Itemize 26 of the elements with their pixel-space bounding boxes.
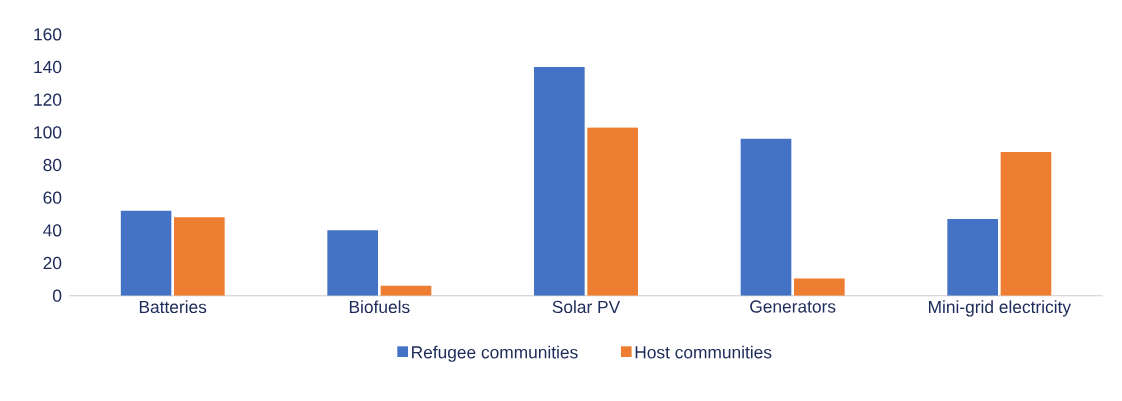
y-tick-label: 60 xyxy=(43,191,62,204)
bar xyxy=(174,217,225,296)
y-tick-label: 120 xyxy=(34,93,62,106)
bar xyxy=(534,67,585,296)
bar xyxy=(327,230,378,296)
y-tick-label: 40 xyxy=(43,224,62,237)
x-tick-label: Batteries xyxy=(139,300,207,314)
bar xyxy=(120,210,172,296)
x-tick-label: Generators xyxy=(750,300,836,313)
x-tick-label: Solar PV xyxy=(552,300,621,314)
bar xyxy=(740,138,792,296)
x-tick-label: Biofuels xyxy=(349,300,410,314)
legend-label: Host communities xyxy=(635,345,772,359)
y-tick-label: 80 xyxy=(43,158,62,172)
bar xyxy=(794,278,845,296)
y-tick-label: 0 xyxy=(52,289,62,302)
bar xyxy=(947,218,998,296)
bar xyxy=(1000,151,1052,296)
legend-label: Refugee communities xyxy=(412,345,578,362)
y-tick-label: 140 xyxy=(34,60,62,74)
y-tick-label: 160 xyxy=(34,28,62,41)
bar xyxy=(587,127,638,296)
x-tick-label: Mini-grid electricity xyxy=(929,300,1072,317)
y-tick-label: 20 xyxy=(43,256,62,270)
y-tick-label: 100 xyxy=(34,126,62,139)
bar xyxy=(380,285,432,296)
